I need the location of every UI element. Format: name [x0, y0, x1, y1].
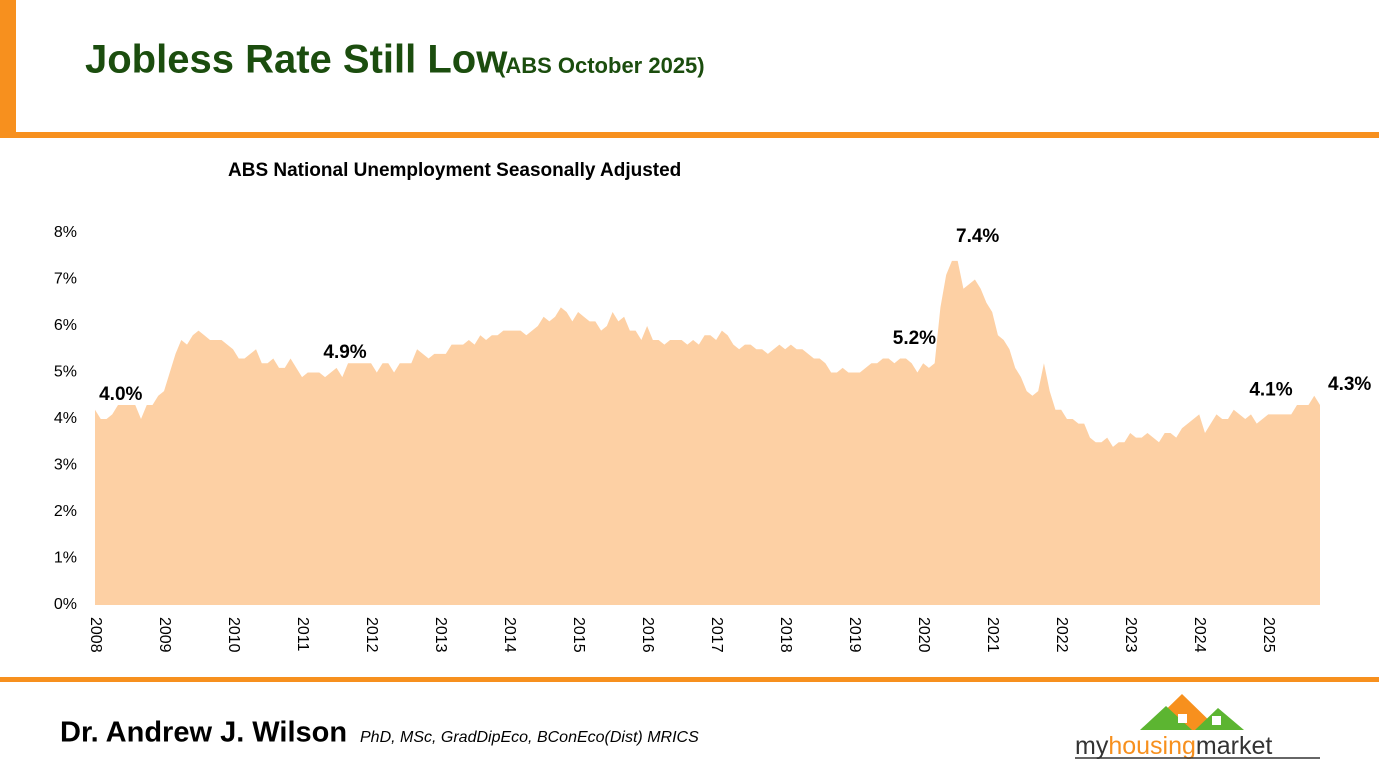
data-label: 5.2%: [893, 328, 936, 349]
x-tick-label: 2008: [87, 617, 104, 653]
logo-part: housing: [1108, 732, 1196, 760]
x-tick-label: 2021: [984, 617, 1001, 653]
footer-rule: [0, 677, 1379, 682]
x-tick-label: 2022: [1053, 617, 1070, 653]
credentials: PhD, MSc, GradDipEco, BConEco(Dist) MRIC…: [360, 729, 699, 746]
logo-part: market: [1196, 732, 1272, 760]
logo-window: [1212, 716, 1221, 725]
y-tick-label: 0%: [54, 596, 77, 613]
x-tick-label: 2023: [1122, 617, 1139, 653]
slide-subtitle: (ABS October 2025): [498, 53, 705, 78]
x-tick-label: 2024: [1191, 617, 1208, 653]
logo-text: myhousingmarket: [1075, 732, 1272, 760]
slide-title: Jobless Rate Still Low: [85, 38, 508, 82]
x-tick-label: 2012: [363, 617, 380, 653]
y-tick-label: 7%: [54, 271, 77, 288]
header-rule: [0, 132, 1379, 138]
y-tick-label: 8%: [54, 224, 77, 241]
logo-part: my: [1075, 732, 1109, 760]
chart-title: ABS National Unemployment Seasonally Adj…: [228, 160, 681, 181]
y-tick-label: 6%: [54, 317, 77, 334]
x-tick-label: 2017: [708, 617, 725, 653]
y-tick-label: 1%: [54, 550, 77, 567]
x-tick-label: 2011: [294, 617, 311, 652]
x-tick-label: 2013: [432, 617, 449, 653]
x-tick-label: 2010: [225, 617, 242, 653]
data-label: 4.9%: [323, 342, 366, 363]
data-label: 4.1%: [1249, 379, 1292, 400]
plot: 0% 1% 2% 3% 4% 5% 6% 7% 8% 2008 2009 2010 2011 2012 20…: [54, 224, 1372, 652]
logo-roof: [1140, 706, 1192, 730]
area: [95, 260, 1320, 605]
data-label: 4.0%: [99, 384, 142, 405]
x-tick-label: 2009: [156, 617, 173, 653]
y-tick-label: 2%: [54, 503, 77, 520]
y-tick-label: 4%: [54, 410, 77, 427]
x-tick-label: 2016: [639, 617, 656, 653]
x-tick-label: 2019: [846, 617, 863, 653]
x-tick-label: 2015: [570, 617, 587, 653]
x-tick-label: 2014: [501, 617, 518, 653]
logo: myhousingmarket: [1075, 694, 1320, 760]
logo-window: [1178, 714, 1187, 723]
author: Dr. Andrew J. Wilson: [60, 717, 347, 749]
y-tick-label: 5%: [54, 364, 77, 381]
data-label: 7.4%: [956, 226, 999, 247]
accent-bar: [0, 0, 16, 137]
y-tick-label: 3%: [54, 457, 77, 474]
x-tick-label: 2020: [915, 617, 932, 653]
x-tick-label: 2018: [777, 617, 794, 653]
x-tick-label: 2025: [1260, 617, 1277, 653]
data-label: 4.3%: [1328, 374, 1371, 395]
